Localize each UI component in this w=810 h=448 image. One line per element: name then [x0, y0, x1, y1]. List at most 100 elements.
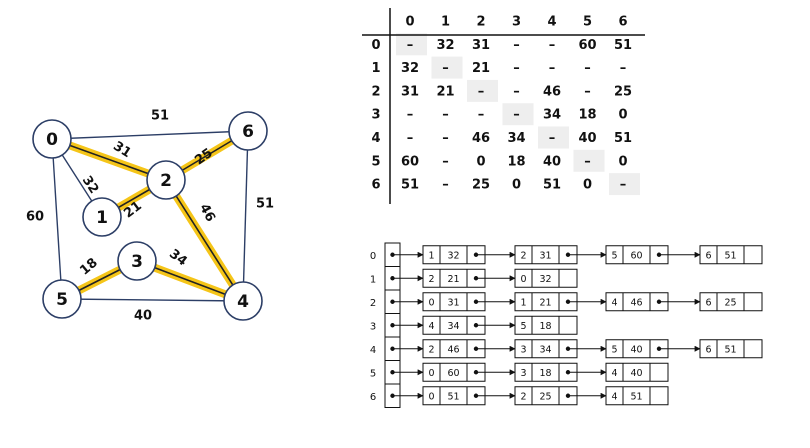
matrix-cell: –	[442, 108, 449, 123]
matrix-cell: 60	[401, 154, 419, 169]
list-node-weight: 25	[539, 391, 551, 402]
list-node: 0 60	[422, 362, 486, 382]
adjacency-list: 0 1 32 2 31 5 60 6 511 2 21 0 322 0 31 1 21 4 46 6 253 4 34 5 18…	[370, 242, 763, 408]
list-node: 4 34	[422, 315, 486, 335]
list-node-vertex: 4	[428, 321, 434, 332]
list-node-vertex: 0	[428, 391, 434, 402]
list-node: 4 40	[605, 362, 669, 382]
matrix-cell: 40	[543, 154, 561, 169]
matrix-cell: –	[442, 154, 449, 169]
matrix-cell: –	[620, 178, 627, 193]
list-node-vertex: 3	[520, 368, 526, 379]
matrix-row-header: 0	[371, 38, 380, 53]
matrix-col-header: 1	[441, 15, 450, 30]
matrix-cell: 32	[436, 38, 454, 53]
matrix-cell: –	[478, 108, 485, 123]
list-node: 2 46	[422, 339, 486, 359]
list-node-weight: 51	[724, 250, 736, 261]
matrix-row-header: 5	[371, 154, 380, 169]
matrix-cell: –	[442, 131, 449, 146]
matrix-cell: –	[407, 38, 414, 53]
matrix-cell: –	[442, 178, 449, 193]
list-node-weight: 51	[724, 344, 736, 355]
matrix-cell: 0	[583, 178, 592, 193]
matrix-row-header: 4	[371, 131, 380, 146]
edge-0-2	[51, 138, 167, 181]
list-node: 3 34	[514, 339, 578, 359]
edge-0-5	[51, 138, 63, 300]
edge-5-4	[61, 298, 244, 302]
list-node-weight: 51	[447, 391, 459, 402]
list-node-vertex: 4	[611, 368, 617, 379]
matrix-cell: 0	[512, 178, 521, 193]
list-node-vertex: 1	[520, 297, 526, 308]
matrix-cell: –	[584, 84, 591, 99]
matrix-cell: 0	[618, 154, 627, 169]
node-label-5: 5	[56, 290, 68, 310]
node-6	[228, 111, 268, 151]
list-node-vertex: 2	[428, 344, 434, 355]
list-node: 4 46	[605, 292, 669, 312]
diagonal-cell-3	[502, 103, 534, 126]
list-node-vertex: 2	[428, 274, 434, 285]
node-3	[117, 241, 157, 281]
list-node-weight: 31	[447, 297, 459, 308]
matrix-cell: –	[549, 61, 556, 76]
list-node-weight: 60	[447, 368, 459, 379]
list-node-weight: 34	[447, 321, 459, 332]
matrix-cell: 0	[476, 154, 485, 169]
list-row-label: 1	[370, 274, 376, 285]
matrix-cell: –	[549, 131, 556, 146]
matrix-cell: –	[407, 131, 414, 146]
matrix-cell: 31	[472, 38, 490, 53]
matrix-col-header: 3	[512, 15, 521, 30]
matrix-cell: 60	[578, 38, 596, 53]
list-node-weight: 31	[539, 250, 551, 261]
node-label-0: 0	[46, 130, 58, 150]
matrix-cell: 34	[543, 108, 561, 123]
list-node-vertex: 6	[705, 297, 711, 308]
list-node-weight: 32	[539, 274, 551, 285]
matrix-cell: –	[549, 38, 556, 53]
list-row-label: 3	[370, 321, 376, 332]
matrix-cell: 51	[614, 38, 632, 53]
matrix-cell: –	[407, 108, 414, 123]
matrix-cell: –	[584, 61, 591, 76]
list-node-vertex: 6	[705, 250, 711, 261]
list-node-vertex: 2	[520, 250, 526, 261]
node-5	[42, 279, 82, 319]
node-label-1: 1	[96, 208, 108, 228]
list-row-label: 5	[370, 368, 376, 379]
matrix-cell: 21	[436, 84, 454, 99]
list-node: 6 25	[699, 292, 763, 312]
matrix-cell: 32	[401, 61, 419, 76]
node-0	[32, 119, 72, 159]
edge-weight-5-4: 40	[134, 309, 152, 324]
matrix-cell: –	[620, 61, 627, 76]
matrix-cell: 46	[472, 131, 490, 146]
list-node-vertex: 0	[428, 297, 434, 308]
edge-weight-2-4: 46	[196, 201, 218, 224]
matrix-cell: –	[478, 84, 485, 99]
list-node-vertex: 0	[520, 274, 526, 285]
list-node-weight: 40	[630, 344, 642, 355]
matrix-cell: 34	[507, 131, 525, 146]
node-2	[146, 160, 186, 200]
list-node: 5 18	[514, 315, 578, 335]
list-node: 6 51	[699, 339, 763, 359]
edge-2-4	[165, 179, 244, 302]
adjacency-matrix: 0 1 2 3 4 5 60–32 31– –60 511 32–21– – – –2 31 21– –46–2…	[362, 8, 645, 204]
list-node: 0 32	[514, 268, 578, 288]
matrix-cell: 21	[472, 61, 490, 76]
matrix-cell: 18	[507, 154, 525, 169]
list-node: 2 25	[514, 386, 578, 406]
matrix-col-header: 2	[476, 15, 485, 30]
list-node: 2 21	[422, 268, 486, 288]
list-node-vertex: 4	[611, 391, 617, 402]
node-label-2: 2	[160, 171, 172, 191]
diagonal-cell-2	[467, 79, 498, 102]
matrix-col-header: 5	[583, 15, 592, 30]
matrix-cell: –	[513, 61, 520, 76]
list-node-vertex: 4	[611, 297, 617, 308]
list-node-weight: 25	[724, 297, 736, 308]
